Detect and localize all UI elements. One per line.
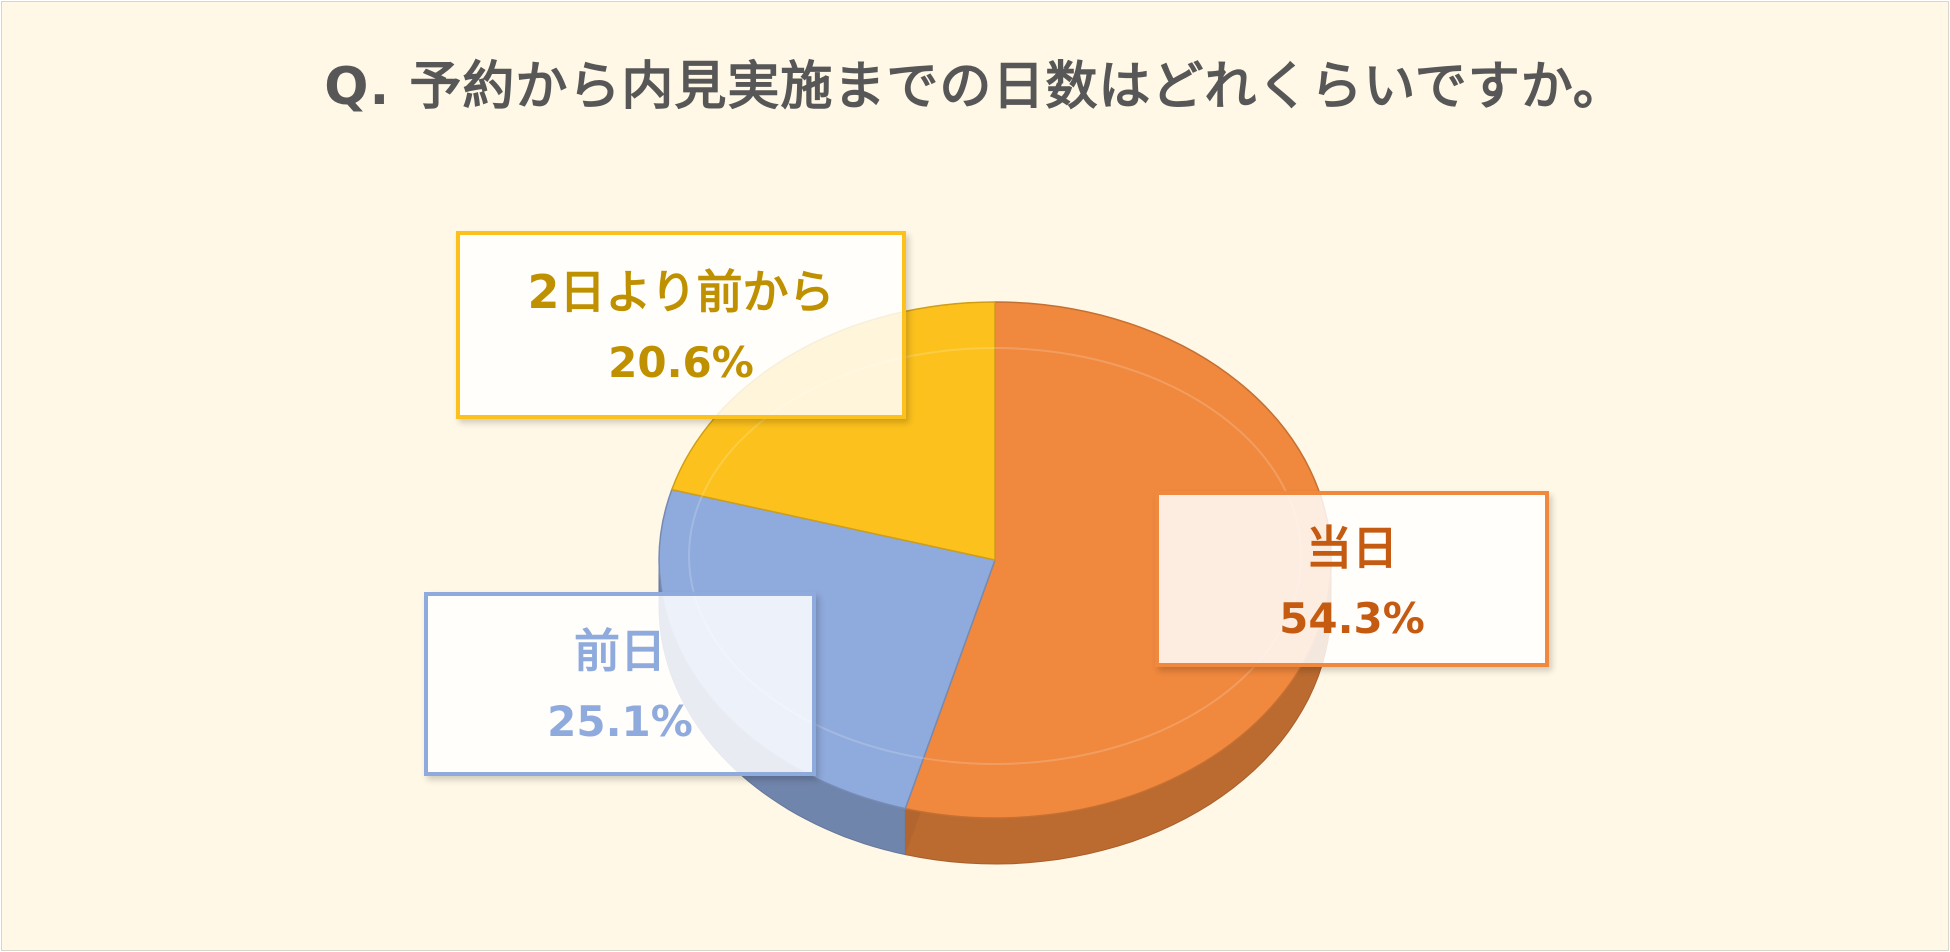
callout-previous-day-value: 25.1% — [547, 697, 693, 747]
callout-same-day-value: 54.3% — [1279, 594, 1425, 644]
callout-2-days-before: 2日より前から 20.6% — [456, 231, 906, 419]
chart-title: Q. 予約から内見実施までの日数はどれくらいですか。 — [324, 57, 1626, 117]
callout-same-day-category: 当日 — [1306, 521, 1398, 575]
callout-previous-day: 前日 25.1% — [424, 592, 816, 776]
callout-previous-day-category: 前日 — [574, 624, 666, 678]
callout-2-days-before-category: 2日より前から — [527, 265, 835, 319]
callout-same-day: 当日 54.3% — [1155, 491, 1549, 667]
callout-2-days-before-value: 20.6% — [608, 338, 754, 388]
